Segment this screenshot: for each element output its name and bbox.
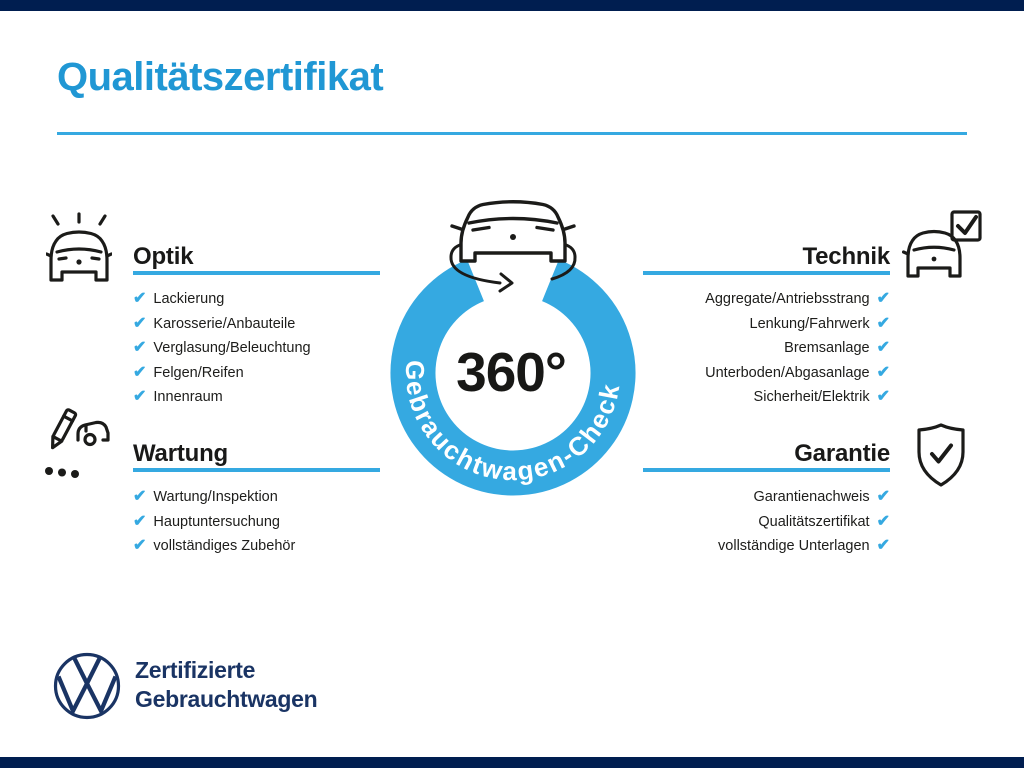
checklist-garantie: Garantienachweis ✔ Qualitätszertifikat ✔ v… [643,485,890,559]
checklist-item-label: Innenraum [153,389,223,406]
section-technik: Technik Aggregate/Antriebsstrang ✔ Lenkun… [643,243,890,405]
checklist-item-label: Unterboden/Abgasanlage [705,364,870,381]
check-icon: ✔ [876,388,890,406]
car-shine-icon [46,212,112,282]
checklist-item-label: Qualitätszertifikat [758,513,870,530]
section-underline [643,271,890,275]
checklist-item: ✔ Verglasung/Beleuchtung [133,336,380,361]
section-title-optik: Optik [133,243,194,270]
check-icon: ✔ [133,388,147,406]
check-icon: ✔ [876,537,890,555]
vw-logo [53,652,121,720]
checklist-item-label: Hauptuntersuchung [153,513,280,530]
check-icon: ✔ [133,339,147,357]
checklist-item-label: Aggregate/Antriebsstrang [705,291,870,308]
checklist-wartung: ✔ Wartung/Inspektion ✔ Hauptuntersuchung ✔… [133,485,380,559]
checklist-item: Sicherheit/Elektrik ✔ [643,385,890,410]
checklist-item-label: Wartung/Inspektion [153,489,278,506]
checklist-item: Aggregate/Antriebsstrang ✔ [643,287,890,312]
checklist-item: Lenkung/Fahrwerk ✔ [643,312,891,337]
checklist-item: ✔ vollständiges Zubehör [133,534,380,559]
shield-check-icon [917,423,965,487]
checklist-item-label: Felgen/Reifen [153,364,244,381]
badge-value: 360° [456,341,566,403]
car-checkbox-icon [902,210,982,278]
section-title-technik: Technik [802,243,890,270]
service-checklist-icon [45,408,110,478]
check-icon: ✔ [876,314,890,332]
section-title-wartung: Wartung [133,440,229,467]
footer-brand-text: Zertifizierte Gebrauchtwagen [135,656,318,714]
checklist-item-label: Lackierung [153,291,225,308]
checklist-item: Qualitätszertifikat ✔ [643,510,890,535]
checklist-item: ✔ Hauptuntersuchung [133,510,380,535]
check-icon: ✔ [876,339,890,357]
checklist-optik: ✔ Lackierung ✔ Karosserie/Anbauteile ✔ Verg… [133,287,380,410]
checklist-item-label: vollständiges Zubehör [153,538,296,555]
title-divider [57,132,967,135]
checklist-item: ✔ Felgen/Reifen [133,361,380,386]
top-brand-bar [0,0,1024,11]
checklist-item-label: vollständige Unterlagen [718,538,870,555]
checklist-item: ✔ Lackierung [133,287,380,312]
check-icon: ✔ [133,290,147,308]
page-title: Qualitätszertifikat [57,55,384,99]
checklist-item: ✔ Wartung/Inspektion [133,485,380,510]
check-icon: ✔ [133,314,147,332]
checklist-item: Bremsanlage ✔ [643,336,890,361]
section-garantie: Garantie Garantienachweis ✔ Qualitätszert… [643,440,890,554]
check-icon: ✔ [876,363,890,381]
bottom-brand-bar [0,757,1024,768]
checklist-item: ✔ Innenraum [133,385,380,410]
section-title-garantie: Garantie [794,440,890,467]
section-underline [133,468,380,472]
checklist-item-label: Verglasung/Beleuchtung [153,340,311,357]
check-icon: ✔ [876,512,890,530]
badge-ring [390,259,636,496]
checklist-item-label: Lenkung/Fahrwerk [749,315,870,332]
checklist-item: Unterboden/Abgasanlage ✔ [643,361,890,386]
check-icon: ✔ [133,488,147,506]
check-icon: ✔ [133,512,147,530]
section-optik: Optik ✔ Lackierung ✔ Karosserie/Anbauteile… [133,243,380,405]
footer-brand-line1: Zertifizierte [135,657,256,683]
check-icon: ✔ [876,488,890,506]
checklist-item-label: Karosserie/Anbauteile [153,315,296,332]
check-icon: ✔ [133,537,147,555]
badge-360-check: Gebrauchtwagen-Check 360° [390,200,636,496]
checklist-item: Garantienachweis ✔ [643,485,890,510]
checklist-item-label: Bremsanlage [784,340,870,357]
checklist-item-label: Sicherheit/Elektrik [753,389,870,406]
section-wartung: Wartung ✔ Wartung/Inspektion ✔ Hauptunters… [133,440,380,554]
section-underline [643,468,890,472]
check-icon: ✔ [133,363,147,381]
checklist-item: vollständige Unterlagen ✔ [643,534,890,559]
section-underline [133,271,380,275]
checklist-technik: Aggregate/Antriebsstrang ✔ Lenkung/Fahrwe… [643,287,890,410]
footer-brand-line2: Gebrauchtwagen [135,686,318,712]
check-icon: ✔ [876,290,890,308]
car-360-icon [449,200,577,293]
checklist-item-label: Garantienachweis [753,489,870,506]
checklist-item: ✔ Karosserie/Anbauteile [133,312,380,337]
